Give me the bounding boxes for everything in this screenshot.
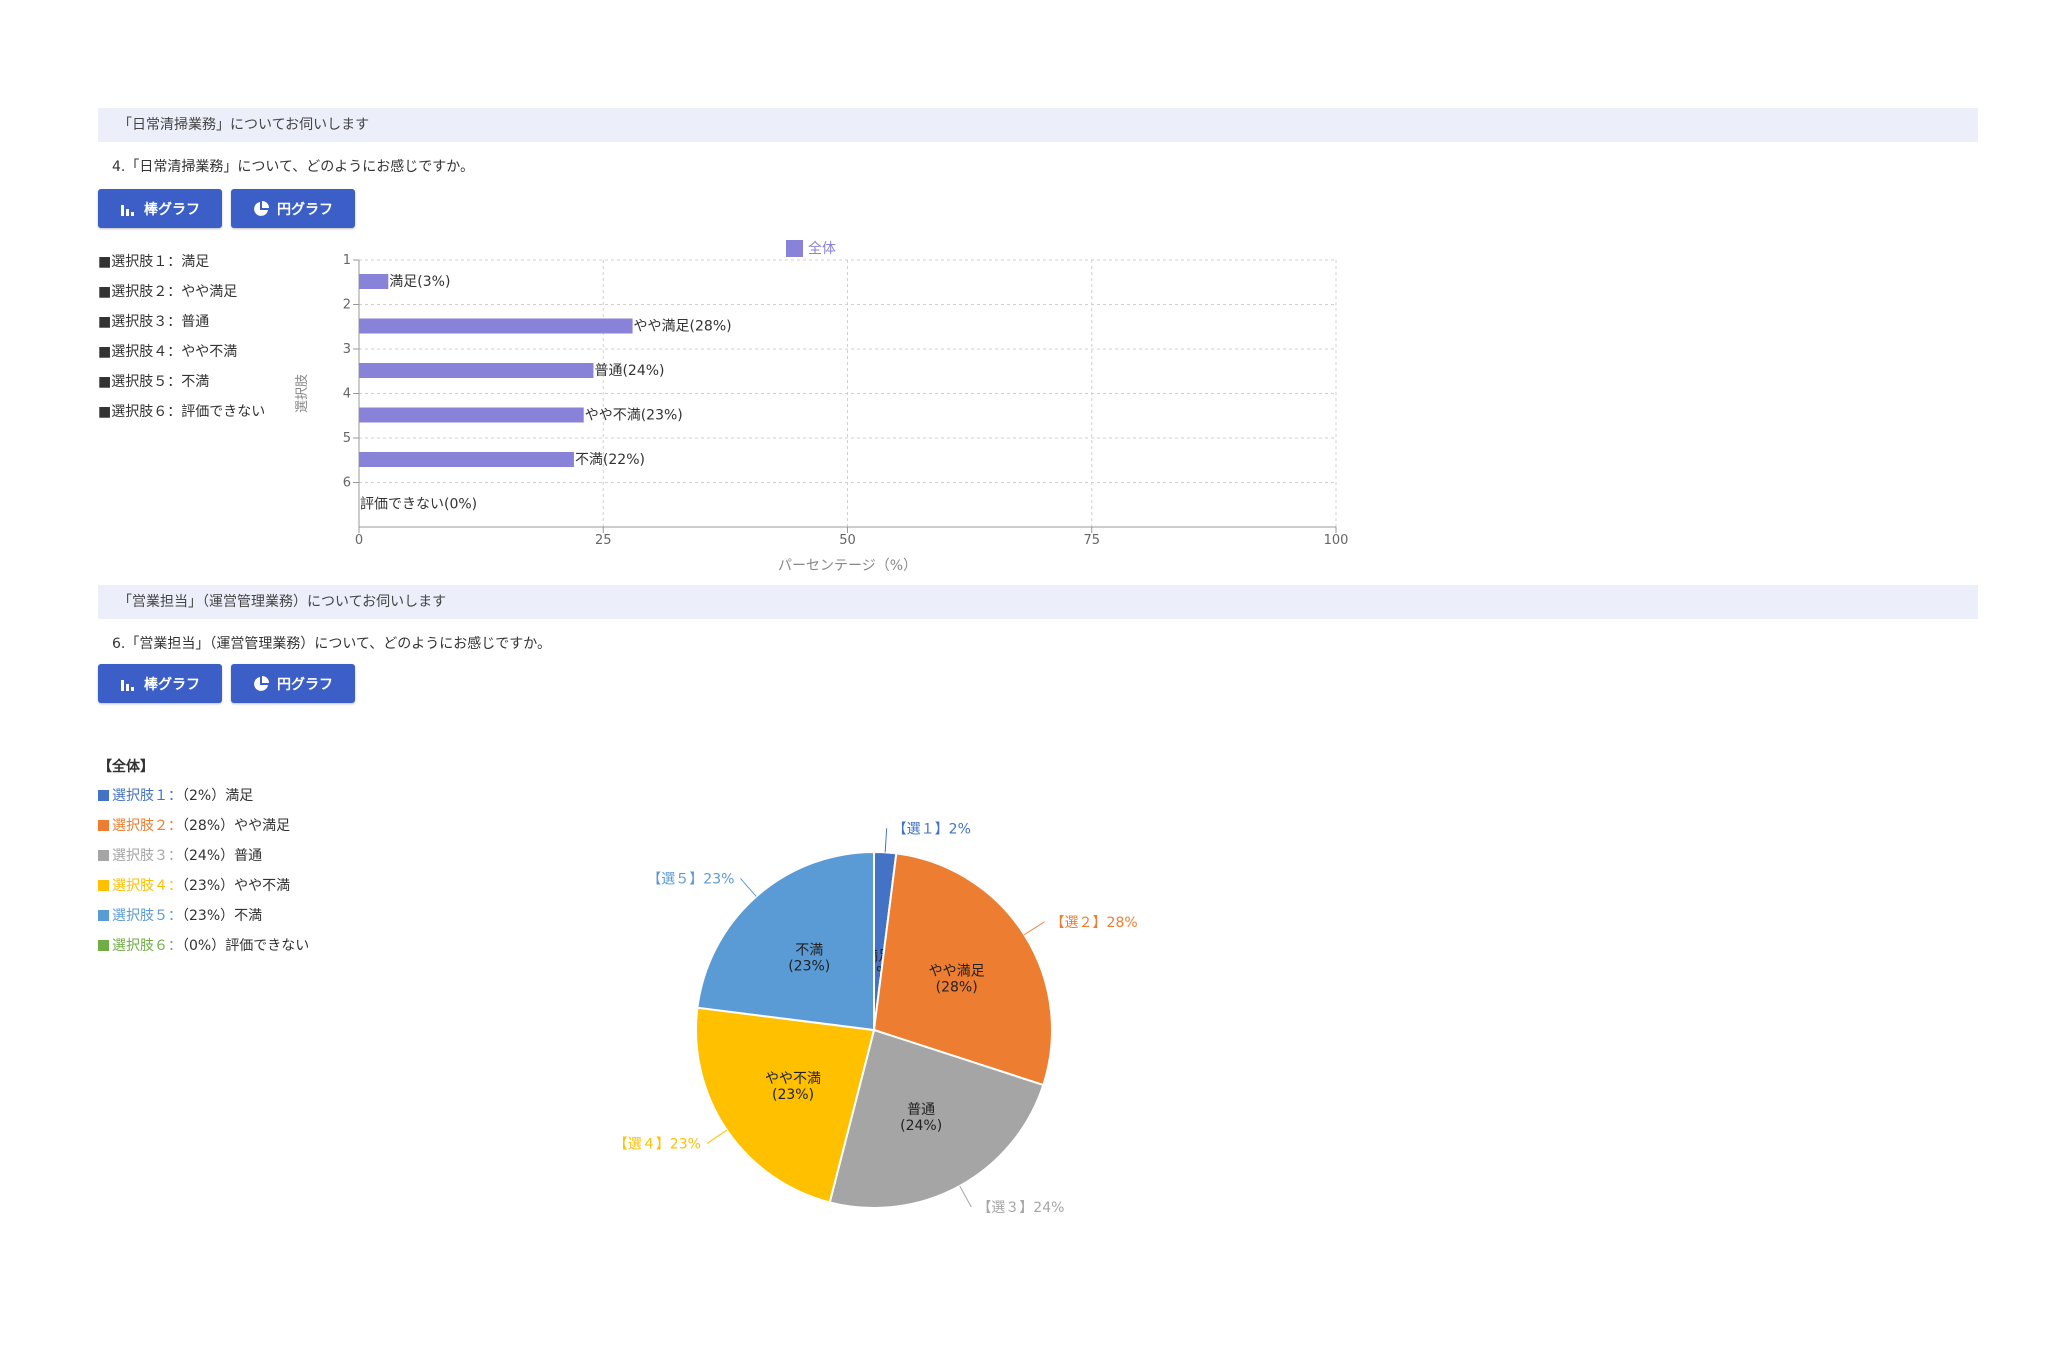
bar	[359, 452, 574, 467]
pie-chart-button[interactable]: 円グラフ	[231, 664, 355, 703]
question-6: 6.「営業担当」（運営管理業務）について、どのようにお感じですか。	[112, 636, 551, 652]
bar-chart-icon	[121, 679, 134, 691]
pie-chart-icon	[254, 675, 269, 691]
pie-legend-item: 選択肢１：（2%）満足	[98, 781, 309, 811]
pie-chart-button-label: 円グラフ	[277, 676, 333, 693]
pie-slice	[828, 1028, 1045, 1209]
y-axis-title: 選択肢	[294, 374, 310, 413]
slice-inner-value: (23%)	[788, 959, 830, 975]
bar-legend-swatch	[786, 240, 803, 257]
question-4: 4.「日常清掃業務」について、どのようにお感じですか。	[112, 159, 474, 175]
bar-chart-button[interactable]: 棒グラフ	[98, 189, 222, 228]
pie-legend-item: 選択肢２：（28%）やや満足	[98, 811, 309, 841]
bar-data-label: やや不満(23%)	[585, 408, 683, 424]
leader-line	[884, 828, 888, 853]
bar-chart-icon	[121, 204, 134, 216]
legend-swatch	[98, 850, 109, 861]
bar-chart-button-label: 棒グラフ	[144, 201, 200, 218]
slice-inner-value: (24%)	[900, 1118, 942, 1134]
legend-item: ■選択肢５：不満	[98, 374, 210, 390]
x-tick-label: 75	[1083, 533, 1100, 548]
legend-swatch	[98, 940, 109, 951]
legend-item: ■選択肢３：普通	[98, 314, 210, 330]
leader-line	[1024, 921, 1045, 936]
pie-legend-item: 選択肢４：（23%）やや不満	[98, 871, 309, 901]
legend-item: ■選択肢１：満足	[98, 254, 210, 270]
y-tick-label: 4	[343, 387, 351, 402]
x-tick-label: 50	[839, 533, 856, 548]
legend-swatch	[98, 820, 109, 831]
y-tick-label: 1	[343, 253, 351, 268]
legend-choice-text: （23%）不満	[182, 908, 263, 924]
slice-inner-value: (28%)	[936, 980, 978, 996]
legend-choice-text: （23%）やや不満	[182, 878, 291, 894]
bar-chart-button[interactable]: 棒グラフ	[98, 664, 222, 703]
legend-choice-key: 選択肢１：	[112, 788, 182, 804]
bar	[359, 407, 584, 423]
x-tick-label: 100	[1324, 533, 1349, 548]
bar	[359, 363, 594, 378]
section-title: 「営業担当」（運営管理業務）についてお伺いします	[118, 594, 447, 610]
legend-choice-key: 選択肢５：	[112, 908, 182, 924]
slice-inner-value: (23%)	[772, 1087, 814, 1103]
legend-item: ■選択肢２：やや満足	[98, 284, 238, 300]
bar	[359, 274, 389, 289]
section-header-sales: 「営業担当」（運営管理業務）についてお伺いします	[98, 585, 1978, 619]
pie-chart-icon	[254, 200, 269, 216]
legend-item: ■選択肢４：やや不満	[98, 344, 238, 360]
slice-outer-label: 【選１】2%	[893, 821, 971, 837]
pie-slice	[696, 850, 875, 1032]
y-tick-label: 5	[343, 431, 351, 446]
legend-choice-key: 選択肢６：	[112, 938, 182, 954]
y-tick-label: 3	[343, 342, 351, 357]
leader-line	[740, 878, 757, 897]
legend-choice-key: 選択肢４：	[112, 878, 182, 894]
x-tick-label: 25	[595, 533, 612, 548]
slice-inner-label: やや不満	[765, 1071, 821, 1087]
pie-legend-item: 選択肢３：（24%）普通	[98, 841, 309, 871]
legend-choice-key: 選択肢３：	[112, 848, 182, 864]
legend-choice-text: （24%）普通	[182, 848, 263, 864]
leader-line	[706, 1129, 728, 1144]
bar-data-label: 不満(22%)	[575, 452, 645, 468]
slice-outer-label: 【選４】23%	[614, 1137, 701, 1153]
slice-outer-label: 【選３】24%	[977, 1200, 1064, 1216]
x-axis-title: パーセンテージ（%）	[778, 558, 917, 574]
pie-legend-item: 選択肢６：（0%）評価できない	[98, 931, 309, 961]
bar-data-label: 満足(3%)	[389, 274, 450, 290]
pie-chart-button-label: 円グラフ	[277, 201, 333, 218]
slice-inner-label: 不満	[795, 943, 823, 959]
legend-swatch	[98, 880, 109, 891]
bar-data-label: やや満足(28%)	[634, 319, 732, 335]
leader-line	[959, 1185, 972, 1208]
legend-swatch	[98, 910, 109, 921]
legend-swatch	[98, 790, 109, 801]
pie-legend-title: 【全体】	[98, 759, 154, 775]
y-tick-label: 2	[343, 298, 351, 313]
legend-item: ■選択肢６：評価できない	[98, 404, 266, 420]
section-header-cleaning: 「日常清掃業務」についてお伺いします	[98, 108, 1978, 142]
pie-legend-item: 選択肢５：（23%）不満	[98, 901, 309, 931]
legend-choice-text: （28%）やや満足	[182, 818, 291, 834]
slice-outer-label: 【選２】28%	[1051, 915, 1138, 931]
pie-chart-button[interactable]: 円グラフ	[231, 189, 355, 228]
bar-legend-label: 全体	[808, 240, 836, 257]
pie-slice	[872, 852, 1053, 1087]
y-tick-label: 6	[343, 476, 351, 491]
pie-legend: 【全体】 選択肢１：（2%）満足 選択肢２：（28%）やや満足 選択肢３：（24%）…	[98, 753, 309, 961]
legend-choice-key: 選択肢２：	[112, 818, 182, 834]
slice-inner-label: やや満足	[929, 964, 985, 980]
legend-choice-text: （2%）満足	[182, 788, 254, 804]
bar-data-label: 評価できない(0%)	[360, 497, 477, 513]
legend-choice-text: （0%）評価できない	[182, 938, 310, 954]
bar	[359, 318, 633, 334]
bar-chart-button-label: 棒グラフ	[144, 676, 200, 693]
bar-data-label: 普通(24%)	[594, 363, 664, 379]
slice-inner-label: 普通	[907, 1102, 935, 1118]
x-tick-label: 0	[355, 533, 363, 548]
slice-outer-label: 【選５】23%	[647, 871, 734, 887]
choice-legend: ■選択肢１：満足 ■選択肢２：やや満足 ■選択肢３：普通 ■選択肢４：やや不満 …	[98, 247, 265, 427]
section-title: 「日常清掃業務」についてお伺いします	[118, 117, 370, 133]
